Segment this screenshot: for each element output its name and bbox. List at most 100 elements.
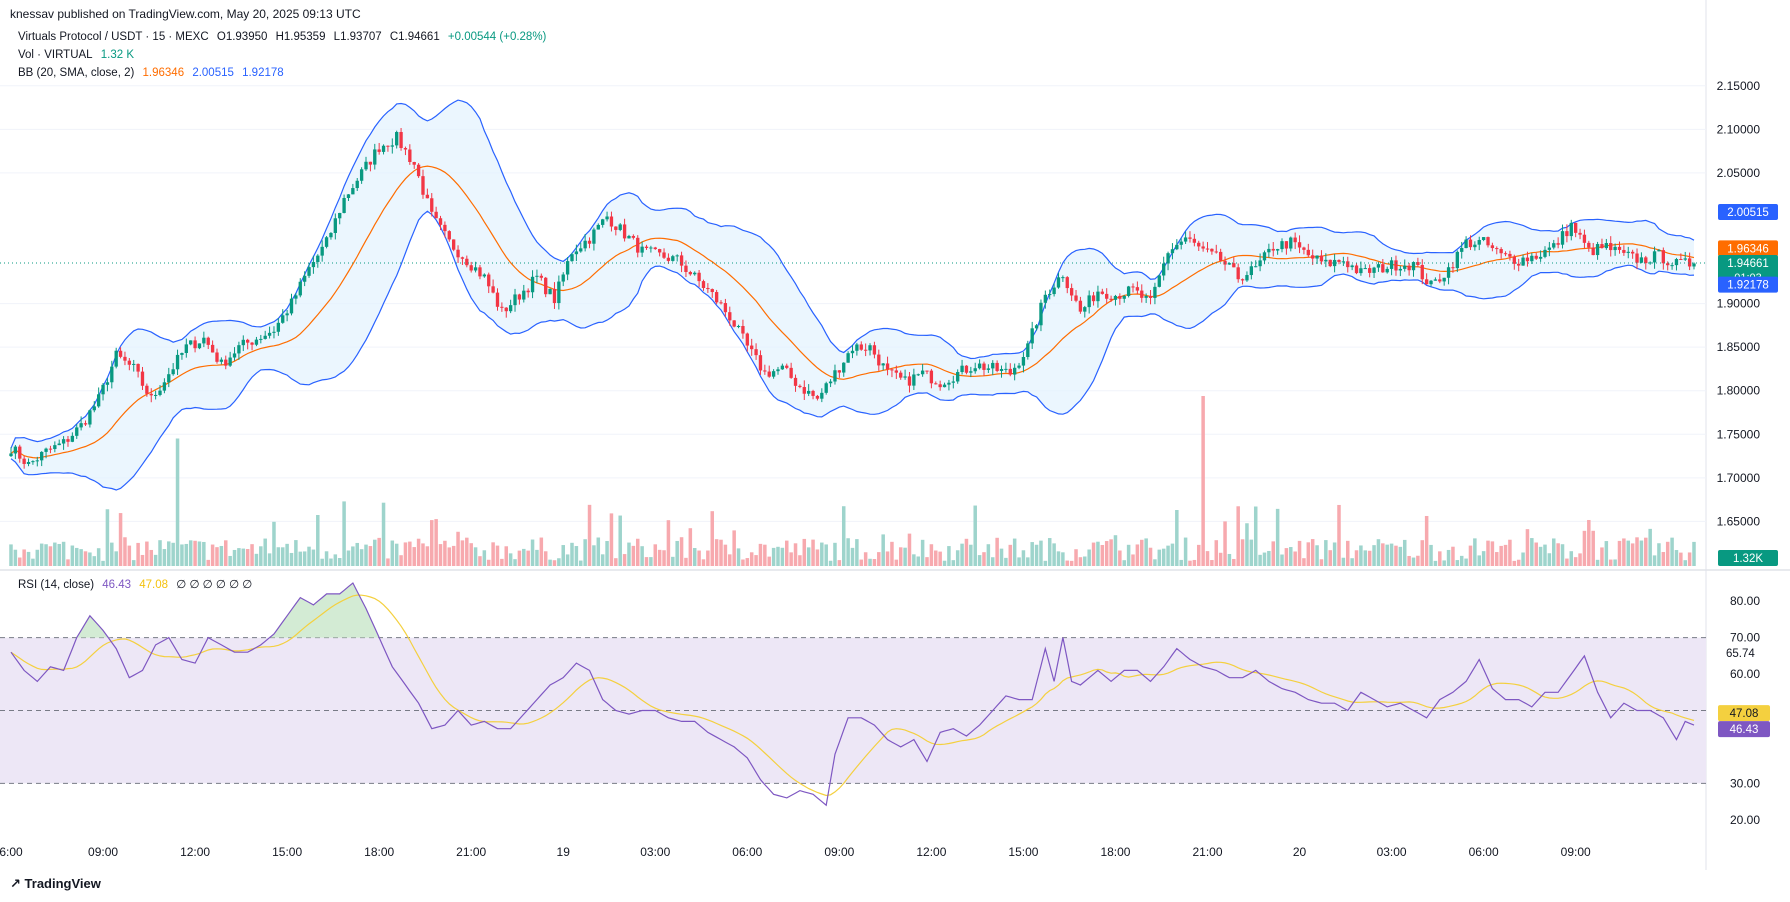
candle-body — [44, 448, 48, 452]
candle — [666, 253, 671, 264]
candle-body — [758, 355, 763, 371]
candle-body — [193, 340, 197, 349]
candle — [276, 317, 281, 336]
volume-bar — [44, 544, 48, 566]
candle-body — [609, 216, 614, 227]
candle-body — [241, 339, 245, 346]
candle — [1284, 241, 1289, 255]
candle-body — [447, 231, 451, 240]
volume-bar — [79, 549, 83, 566]
candle — [1048, 289, 1052, 300]
candle — [719, 300, 723, 305]
candle — [132, 359, 136, 372]
volume-bar — [732, 530, 736, 566]
candle-body — [679, 255, 684, 266]
candle — [1280, 238, 1284, 253]
candle-body — [1074, 295, 1078, 301]
candle — [1319, 250, 1324, 265]
candle-body — [662, 252, 666, 258]
volume-bar — [1565, 558, 1569, 566]
volume-bar — [31, 558, 35, 566]
volume-bar — [434, 519, 438, 566]
candle — [964, 365, 969, 375]
candle-body — [263, 335, 267, 339]
candle — [180, 352, 184, 360]
candle — [1630, 249, 1635, 259]
candle — [1210, 248, 1214, 255]
tradingview-logo[interactable]: ↗ TradingView — [10, 876, 101, 892]
volume-label[interactable]: Vol · VIRTUAL — [18, 49, 93, 61]
volume-bar — [110, 542, 114, 566]
candle-body — [1368, 268, 1372, 273]
volume-bar — [1683, 560, 1687, 566]
candle — [1508, 250, 1512, 261]
candle — [951, 375, 955, 389]
candle-body — [1534, 255, 1538, 259]
volume-bar — [1499, 545, 1503, 566]
volume-bar — [1648, 528, 1652, 566]
volume-bar — [416, 538, 421, 566]
candle — [1679, 253, 1683, 261]
candle — [263, 330, 267, 340]
bb-lower-badge-bg — [1718, 276, 1778, 293]
volume-bar — [412, 547, 416, 566]
candle — [1481, 237, 1486, 242]
bb-label[interactable]: BB (20, SMA, close, 2) — [18, 67, 135, 79]
volume-bar — [841, 506, 846, 566]
candle — [1411, 261, 1416, 277]
price-tick-label: 1.90000 — [1717, 297, 1761, 311]
candle — [1069, 283, 1074, 302]
volume-bar — [482, 550, 487, 566]
candle — [833, 364, 837, 385]
candle — [723, 298, 728, 317]
volume-bar — [885, 551, 890, 566]
candle — [907, 371, 912, 393]
candle — [1188, 231, 1192, 243]
candle-body — [145, 385, 149, 394]
volume-bar — [706, 550, 710, 566]
candle-body — [1262, 252, 1267, 261]
symbol-label[interactable]: Virtuals Protocol / USDT · 15 · MEXC — [18, 31, 209, 43]
candle — [644, 244, 649, 250]
candle — [1626, 246, 1630, 259]
price-tick-label: 2.10000 — [1717, 122, 1761, 136]
volume-bar — [1486, 540, 1490, 566]
candle — [500, 302, 504, 312]
volume-bar — [1153, 559, 1157, 566]
candle — [316, 254, 320, 268]
rsi-ma-value: 47.08 — [139, 579, 169, 591]
candle-body — [1416, 262, 1420, 265]
candle-body — [1087, 295, 1091, 308]
candle — [456, 245, 460, 264]
volume-bar — [951, 560, 956, 566]
candle — [1039, 299, 1043, 332]
candle — [1534, 252, 1538, 260]
rsi-label[interactable]: RSI (14, close) — [18, 579, 95, 591]
candle — [1617, 241, 1622, 254]
candle-body — [1311, 255, 1315, 259]
volume-bar — [289, 552, 294, 566]
candle-body — [105, 382, 110, 385]
volume-bar — [1495, 552, 1499, 566]
volume-bar — [986, 544, 991, 566]
volume-bar — [250, 544, 254, 566]
candle — [1096, 285, 1100, 308]
candle-body — [1411, 262, 1416, 271]
candle-body — [583, 240, 587, 249]
volume-bar — [495, 545, 500, 566]
volume-bar — [710, 511, 715, 566]
candle-body — [127, 360, 132, 365]
candle — [587, 237, 592, 249]
volume-bar — [421, 543, 425, 566]
time-tick-label: 06:00 — [1469, 845, 1499, 859]
candle — [1442, 277, 1446, 286]
chart-canvas[interactable]: 2.15000 2.10000 2.05000 1.90000 1.85000 1.800… — [0, 0, 1790, 870]
candle — [224, 355, 228, 370]
candle — [1565, 224, 1569, 243]
volume-bar — [1227, 553, 1232, 566]
candle — [491, 279, 495, 294]
candle — [653, 246, 657, 250]
bb-basis-value: 1.96346 — [142, 67, 185, 79]
volume-bar — [1363, 550, 1368, 566]
volume-bar — [780, 547, 785, 566]
